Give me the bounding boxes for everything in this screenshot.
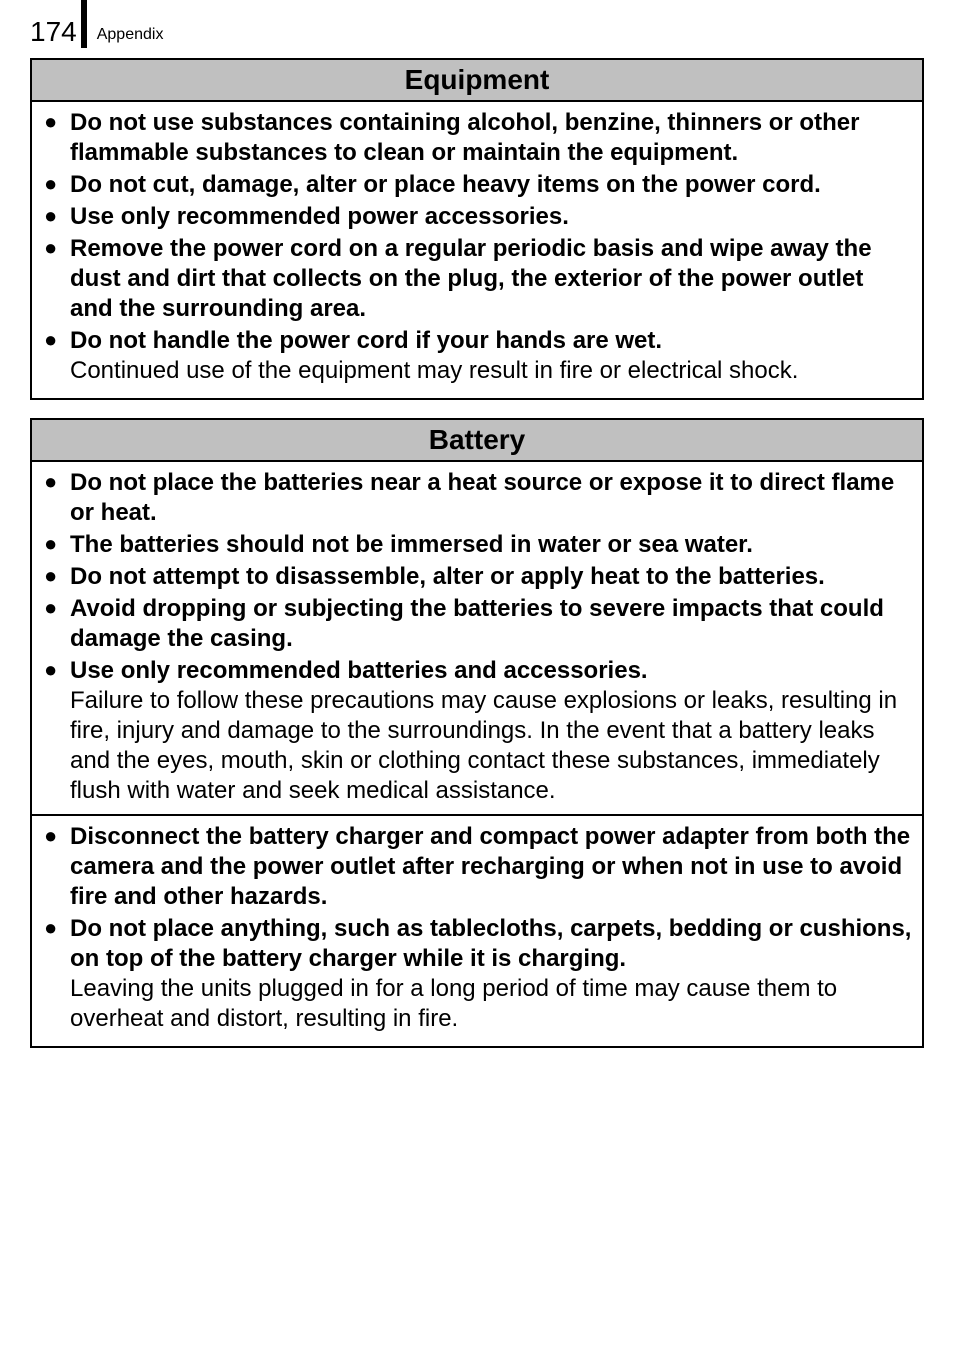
battery-list-bottom: Disconnect the battery charger and compa… [42, 822, 912, 1034]
item-bold: The batteries should not be immersed in … [70, 531, 753, 558]
list-item: Do not cut, damage, alter or place heavy… [42, 170, 912, 200]
equipment-list: Do not use substances containing alcohol… [42, 108, 912, 386]
battery-body: Do not place the batteries near a heat s… [32, 462, 922, 1046]
page-header: 174 Appendix [30, 0, 924, 48]
item-bold: Do not handle the power cord if your han… [70, 327, 662, 354]
list-item: Use only recommended power accessories. [42, 202, 912, 232]
item-plain: Leaving the units plugged in for a long … [70, 974, 912, 1034]
list-item: Do not place the batteries near a heat s… [42, 468, 912, 528]
list-item: Do not place anything, such as tableclot… [42, 914, 912, 1034]
list-item: Disconnect the battery charger and compa… [42, 822, 912, 912]
item-plain: Continued use of the equipment may resul… [70, 356, 912, 386]
section-label: Appendix [87, 26, 164, 48]
equipment-body: Do not use substances containing alcohol… [32, 102, 922, 398]
list-item: The batteries should not be immersed in … [42, 530, 912, 560]
list-item: Do not handle the power cord if your han… [42, 326, 912, 386]
list-item: Remove the power cord on a regular perio… [42, 234, 912, 324]
page-number-wrap: 174 [30, 0, 87, 48]
battery-box: Battery Do not place the batteries near … [30, 418, 924, 1048]
equipment-title: Equipment [32, 60, 922, 102]
item-bold: Do not place the batteries near a heat s… [70, 469, 894, 526]
item-bold: Use only recommended power accessories. [70, 203, 569, 230]
item-plain: Failure to follow these precautions may … [70, 686, 912, 806]
item-bold: Avoid dropping or subjecting the batteri… [70, 595, 884, 652]
item-bold: Do not use substances containing alcohol… [70, 109, 859, 166]
item-bold: Disconnect the battery charger and compa… [70, 823, 910, 910]
list-item: Do not attempt to disassemble, alter or … [42, 562, 912, 592]
item-bold: Do not attempt to disassemble, alter or … [70, 563, 825, 590]
item-bold: Remove the power cord on a regular perio… [70, 235, 872, 322]
battery-list-top: Do not place the batteries near a heat s… [42, 468, 912, 806]
equipment-box: Equipment Do not use substances containi… [30, 58, 924, 400]
item-bold: Do not place anything, such as tableclot… [70, 915, 911, 972]
list-item: Avoid dropping or subjecting the batteri… [42, 594, 912, 654]
page-number: 174 [30, 18, 77, 48]
item-bold: Use only recommended batteries and acces… [70, 657, 648, 684]
page-container: 174 Appendix Equipment Do not use substa… [0, 0, 954, 1096]
item-bold: Do not cut, damage, alter or place heavy… [70, 171, 821, 198]
battery-subsection: Disconnect the battery charger and compa… [32, 814, 922, 1034]
list-item: Do not use substances containing alcohol… [42, 108, 912, 168]
battery-title: Battery [32, 420, 922, 462]
list-item: Use only recommended batteries and acces… [42, 656, 912, 806]
